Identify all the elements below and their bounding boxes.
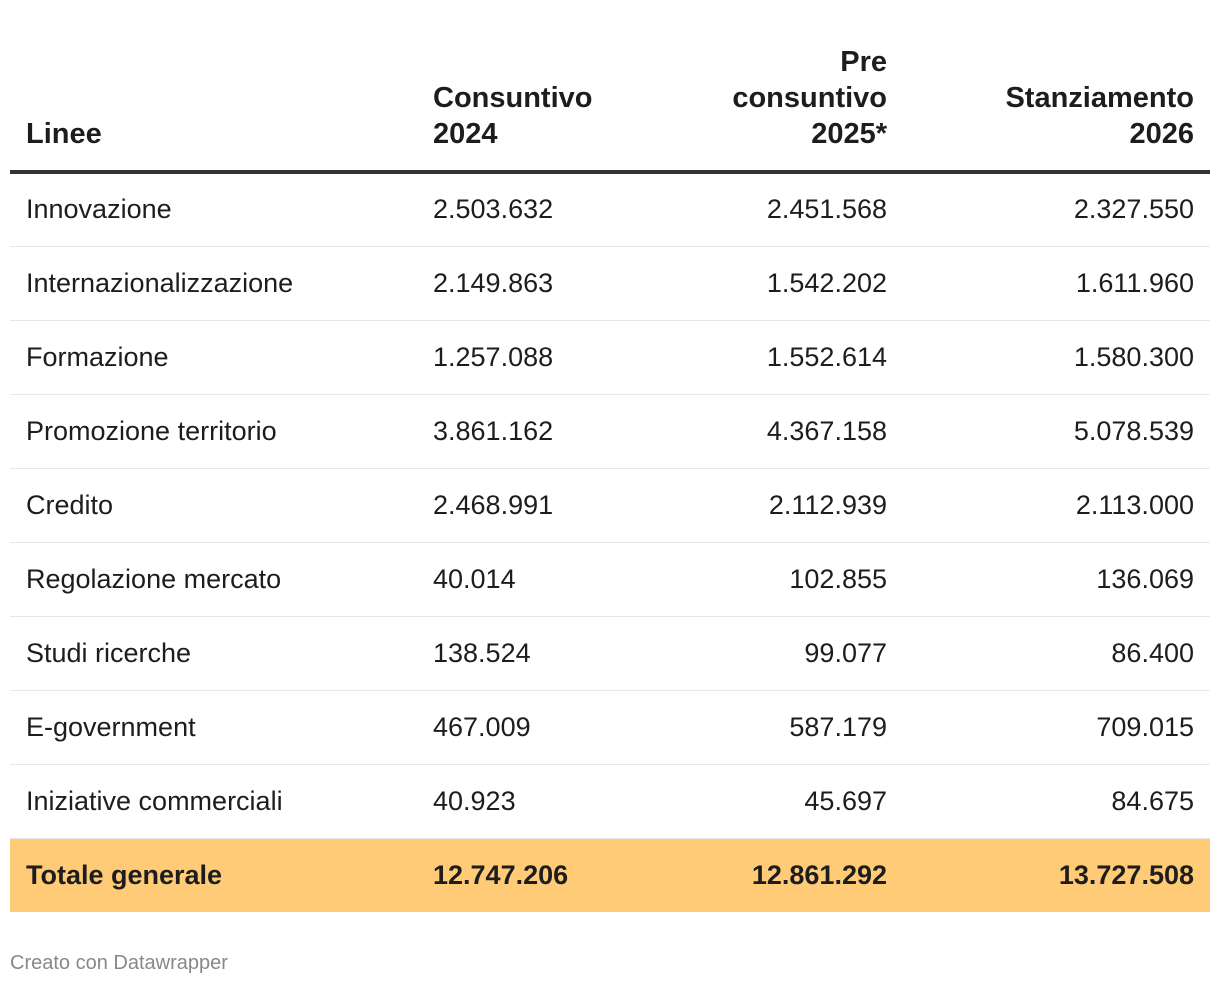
total-cell-pre-consuntivo-2025: 12.861.292 (715, 838, 903, 912)
column-header-label: Stanziamento 2026 (1005, 82, 1194, 150)
column-header-consuntivo-2024[interactable]: Consuntivo 2024 (417, 44, 715, 174)
cell-line-name: E-government (10, 690, 417, 765)
cell-stanziamento-2026: 5.078.539 (903, 394, 1210, 469)
column-header-label: Linee (26, 118, 102, 150)
cell-line-name: Internazionalizzazione (10, 246, 417, 321)
cell-consuntivo-2024: 2.149.863 (417, 246, 715, 321)
column-header-stanziamento-2026[interactable]: Stanziamento 2026 (903, 44, 1210, 174)
cell-pre-consuntivo-2025: 2.451.568 (715, 172, 903, 247)
column-header-pre-consuntivo-2025[interactable]: Pre consuntivo 2025* (715, 44, 903, 174)
total-cell-stanziamento-2026: 13.727.508 (903, 838, 1210, 912)
cell-pre-consuntivo-2025: 45.697 (715, 764, 903, 839)
header-row: Linee Consuntivo 2024 Pre consuntivo 202… (10, 44, 1210, 174)
table-row: Internazionalizzazione 2.149.863 1.542.202… (10, 246, 1210, 321)
table-row: Iniziative commerciali 40.923 45.697 84.675 (10, 764, 1210, 839)
cell-stanziamento-2026: 1.611.960 (903, 246, 1210, 321)
datawrapper-credit[interactable]: Creato con Datawrapper (10, 952, 228, 974)
cell-line-name: Regolazione mercato (10, 542, 417, 617)
cell-line-name: Formazione (10, 320, 417, 395)
cell-consuntivo-2024: 1.257.088 (417, 320, 715, 395)
cell-line-name: Innovazione (10, 172, 417, 247)
total-cell-line-name: Totale generale (10, 838, 417, 912)
cell-stanziamento-2026: 2.327.550 (903, 172, 1210, 247)
data-table: Linee Consuntivo 2024 Pre consuntivo 202… (10, 44, 1210, 912)
table-row: Innovazione 2.503.632 2.451.568 2.327.550 (10, 172, 1210, 247)
table-row: Formazione 1.257.088 1.552.614 1.580.300 (10, 320, 1210, 395)
cell-consuntivo-2024: 2.468.991 (417, 468, 715, 543)
cell-stanziamento-2026: 1.580.300 (903, 320, 1210, 395)
cell-consuntivo-2024: 3.861.162 (417, 394, 715, 469)
cell-stanziamento-2026: 86.400 (903, 616, 1210, 691)
cell-consuntivo-2024: 138.524 (417, 616, 715, 691)
cell-stanziamento-2026: 709.015 (903, 690, 1210, 765)
cell-line-name: Studi ricerche (10, 616, 417, 691)
table-row: Promozione territorio 3.861.162 4.367.158 5… (10, 394, 1210, 469)
cell-stanziamento-2026: 2.113.000 (903, 468, 1210, 543)
cell-pre-consuntivo-2025: 99.077 (715, 616, 903, 691)
table-body: Innovazione 2.503.632 2.451.568 2.327.550 In… (10, 172, 1210, 912)
column-header-linee[interactable]: Linee (10, 44, 417, 174)
cell-consuntivo-2024: 40.014 (417, 542, 715, 617)
cell-line-name: Promozione territorio (10, 394, 417, 469)
table-row: E-government 467.009 587.179 709.015 (10, 690, 1210, 765)
cell-consuntivo-2024: 2.503.632 (417, 172, 715, 247)
cell-consuntivo-2024: 40.923 (417, 764, 715, 839)
cell-stanziamento-2026: 84.675 (903, 764, 1210, 839)
cell-pre-consuntivo-2025: 1.542.202 (715, 246, 903, 321)
cell-pre-consuntivo-2025: 102.855 (715, 542, 903, 617)
total-row: Totale generale 12.747.206 12.861.292 13.72… (10, 838, 1210, 912)
cell-line-name: Credito (10, 468, 417, 543)
cell-pre-consuntivo-2025: 4.367.158 (715, 394, 903, 469)
table-row: Studi ricerche 138.524 99.077 86.400 (10, 616, 1210, 691)
column-header-label: Pre consuntivo 2025* (732, 46, 887, 150)
cell-stanziamento-2026: 136.069 (903, 542, 1210, 617)
total-cell-consuntivo-2024: 12.747.206 (417, 838, 715, 912)
table-row: Credito 2.468.991 2.112.939 2.113.000 (10, 468, 1210, 543)
cell-pre-consuntivo-2025: 2.112.939 (715, 468, 903, 543)
cell-pre-consuntivo-2025: 1.552.614 (715, 320, 903, 395)
column-header-label: Consuntivo 2024 (433, 82, 593, 150)
table-row: Regolazione mercato 40.014 102.855 136.069 (10, 542, 1210, 617)
cell-pre-consuntivo-2025: 587.179 (715, 690, 903, 765)
cell-line-name: Iniziative commerciali (10, 764, 417, 839)
cell-consuntivo-2024: 467.009 (417, 690, 715, 765)
